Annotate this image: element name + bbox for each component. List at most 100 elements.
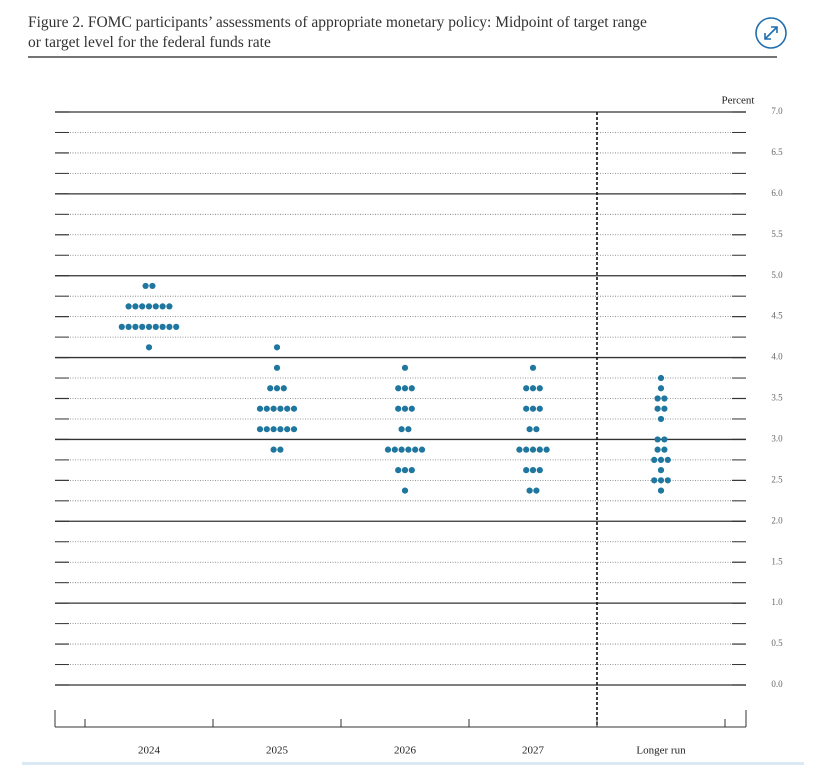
dot xyxy=(529,467,537,474)
dot xyxy=(657,385,665,392)
y-tick-label: 7.0 xyxy=(771,106,783,116)
dot xyxy=(657,487,665,494)
dot xyxy=(280,385,287,392)
dot xyxy=(270,426,277,433)
x-tick-label: 2027 xyxy=(522,745,545,757)
dot xyxy=(395,405,402,412)
y-tick-label: 3.0 xyxy=(771,433,783,443)
dot xyxy=(516,446,523,453)
dot xyxy=(290,405,298,412)
dot xyxy=(654,446,661,453)
dot xyxy=(533,426,540,433)
dot xyxy=(263,405,270,412)
dot xyxy=(277,446,284,453)
dot xyxy=(657,477,665,484)
chart-title: or target level for the federal funds ra… xyxy=(28,34,271,51)
y-tick-label: 2.0 xyxy=(771,515,783,525)
bottom-bar xyxy=(22,762,804,765)
dot xyxy=(173,323,180,330)
dot xyxy=(139,303,146,310)
dot xyxy=(270,446,277,453)
dot xyxy=(661,446,668,453)
dot xyxy=(405,426,412,433)
dot xyxy=(391,446,398,453)
dot xyxy=(408,467,415,474)
dot xyxy=(408,405,415,412)
dot xyxy=(536,385,543,392)
dot xyxy=(657,467,665,474)
dot xyxy=(664,477,671,484)
dot xyxy=(401,405,409,412)
y-tick-label: 1.5 xyxy=(771,556,783,566)
dot xyxy=(529,446,537,453)
dot xyxy=(125,303,132,310)
dot xyxy=(529,385,537,392)
dot xyxy=(536,405,543,412)
dot xyxy=(401,385,409,392)
dot xyxy=(654,405,661,412)
dot xyxy=(661,405,668,412)
y-axis-label: Percent xyxy=(722,95,755,107)
dot xyxy=(523,446,530,453)
y-tick-label: 3.5 xyxy=(771,393,783,403)
dot xyxy=(395,467,402,474)
dot xyxy=(277,405,284,412)
x-tick-label: 2025 xyxy=(266,745,289,757)
dot xyxy=(166,323,173,330)
dot xyxy=(526,426,533,433)
dot xyxy=(529,405,537,412)
x-tick-label: 2024 xyxy=(138,745,161,757)
y-tick-label: 5.5 xyxy=(771,229,783,239)
dot xyxy=(159,323,166,330)
dot xyxy=(398,446,405,453)
dot xyxy=(125,323,132,330)
dot xyxy=(145,344,153,351)
dot xyxy=(654,395,661,402)
y-tick-label: 6.5 xyxy=(771,147,783,157)
dot xyxy=(657,456,665,463)
y-tick-label: 0.0 xyxy=(771,679,783,689)
dot xyxy=(408,385,415,392)
dot xyxy=(256,405,264,412)
dot xyxy=(523,405,530,412)
dot xyxy=(284,426,291,433)
dot xyxy=(536,446,543,453)
dot xyxy=(145,323,153,330)
dot xyxy=(398,426,405,433)
dot xyxy=(412,446,419,453)
dot xyxy=(290,426,298,433)
y-tick-label: 4.0 xyxy=(771,352,783,362)
dot xyxy=(132,323,139,330)
dot xyxy=(401,364,409,371)
dot xyxy=(273,385,281,392)
dot xyxy=(284,405,291,412)
dot xyxy=(384,446,392,453)
dot xyxy=(139,323,146,330)
dot xyxy=(152,303,159,310)
y-tick-label: 5.0 xyxy=(771,270,783,280)
dot xyxy=(536,467,543,474)
dot xyxy=(118,323,125,330)
dot xyxy=(529,364,537,371)
dot xyxy=(661,395,668,402)
dot xyxy=(267,385,274,392)
y-tick-label: 2.5 xyxy=(771,474,783,484)
dot xyxy=(654,436,661,443)
dot xyxy=(401,487,409,494)
dot xyxy=(145,303,153,310)
icon-arrows xyxy=(764,26,778,40)
dot xyxy=(657,415,665,423)
dot xyxy=(395,385,402,392)
dot xyxy=(142,282,149,290)
chart-title: Figure 2. FOMC participants’ assessments… xyxy=(28,14,647,31)
y-tick-label: 0.5 xyxy=(771,638,783,648)
dot xyxy=(159,303,166,310)
dot xyxy=(418,446,426,453)
dot xyxy=(523,385,530,392)
x-tick-label: Longer run xyxy=(636,745,686,757)
expand-button[interactable] xyxy=(740,14,800,54)
dot xyxy=(166,303,173,310)
dot xyxy=(523,467,530,474)
dot xyxy=(533,487,540,494)
